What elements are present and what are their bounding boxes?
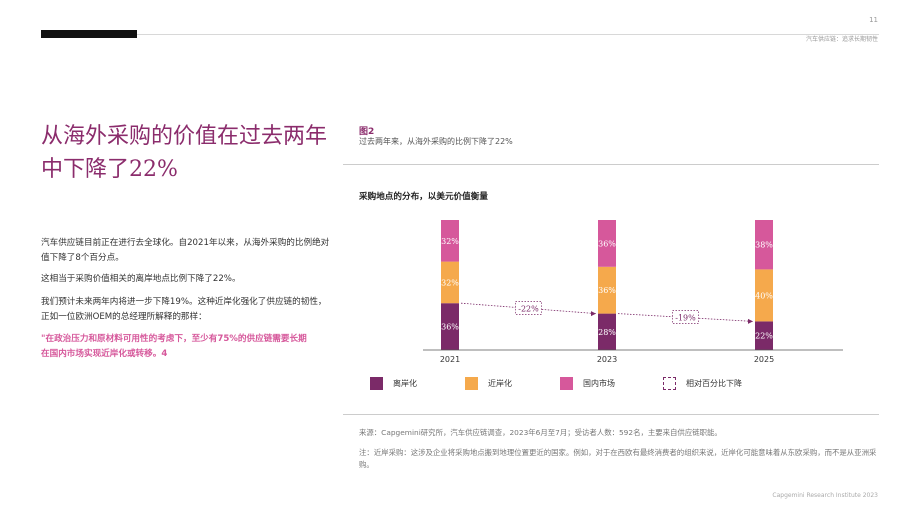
bar-segment-2025-2 bbox=[755, 220, 773, 270]
bar-segment-2021-1 bbox=[441, 261, 459, 304]
change-label: -19% bbox=[675, 314, 696, 323]
bar-segment-2025-1 bbox=[755, 269, 773, 322]
pull-quote: "在政治压力和原材料可用性的考虑下，至少有75%的供应链需要长期在国内市场实现近… bbox=[41, 334, 307, 359]
bar-value-label: 36% bbox=[598, 286, 616, 295]
bar-value-label: 36% bbox=[441, 323, 459, 332]
bar-value-label: 32% bbox=[441, 237, 459, 246]
legend-swatch-nearshore bbox=[465, 377, 478, 390]
bar-value-label: 32% bbox=[441, 278, 459, 287]
x-tick-label: 2025 bbox=[754, 355, 774, 364]
figure-rule-bottom bbox=[343, 414, 879, 415]
bar-value-label: 38% bbox=[755, 241, 773, 250]
running-head: 汽车供应链：追求长期韧性 bbox=[805, 36, 878, 43]
figure-source: 来源：Capgemini研究所，汽车供应链调查，2023年6月至7月；受访者人数… bbox=[359, 428, 722, 437]
page-title: 从海外采购的价值在过去两年中下降了22% bbox=[41, 124, 328, 182]
figure-note: 注：近岸采购：这涉及企业将采购地点搬到地理位置更近的国家。例如，对于在西欧有最终… bbox=[359, 448, 877, 469]
legend-item-nearshore: 近岸化 bbox=[465, 377, 512, 390]
chart-title: 采购地点的分布，以美元价值衡量 bbox=[359, 192, 488, 202]
bar-value-label: 40% bbox=[755, 291, 773, 300]
bar-segment-2023-1 bbox=[598, 266, 616, 314]
change-label-box bbox=[672, 310, 699, 324]
footer-credit: Capgemini Research Institute 2023 bbox=[772, 492, 878, 499]
bar-segment-2025-0 bbox=[755, 321, 773, 350]
header-rule bbox=[137, 34, 879, 35]
body-paragraph-1: 汽车供应链目前正在进行去全球化。自2021年以来，从海外采购的比例绝对值下降了8… bbox=[41, 238, 330, 263]
bar-value-label: 28% bbox=[598, 328, 616, 337]
legend-item-relative-decline: 相对百分比下降 bbox=[663, 377, 742, 390]
x-tick-label: 2023 bbox=[597, 355, 617, 364]
change-label: -22% bbox=[518, 304, 539, 313]
legend-item-domestic: 国内市场 bbox=[560, 377, 615, 390]
bar-segment-2023-2 bbox=[598, 220, 616, 267]
chart-legend: 离岸化 近岸化 国内市场 相对百分比下降 bbox=[370, 377, 790, 390]
legend-item-offshore: 离岸化 bbox=[370, 377, 417, 390]
page-number: 11 bbox=[869, 16, 878, 24]
legend-label-relative-decline: 相对百分比下降 bbox=[686, 379, 742, 388]
figure-rule-top bbox=[343, 164, 879, 165]
body-paragraph-3: 我们预计未来两年内将进一步下降19%。这种近岸化强化了供应链的韧性，正如一位欧洲… bbox=[41, 297, 327, 322]
legend-swatch-offshore bbox=[370, 377, 383, 390]
bar-segment-2021-0 bbox=[441, 303, 459, 350]
figure-label: 图2 bbox=[359, 127, 375, 137]
legend-swatch-relative-decline bbox=[663, 377, 676, 390]
body-paragraph-2: 这相当于采购价值相关的离岸地点比例下降了22%。 bbox=[41, 274, 241, 284]
legend-label-nearshore: 近岸化 bbox=[488, 379, 512, 388]
change-label-box bbox=[515, 301, 542, 315]
bar-segment-2021-2 bbox=[441, 220, 459, 262]
stacked-bar-chart: 36% 32% 32% 2021 28% 36% 36% 2023 22% 40% 38% 2025 -… bbox=[423, 220, 843, 364]
header-accent-bar bbox=[41, 30, 137, 38]
legend-label-offshore: 离岸化 bbox=[393, 379, 417, 388]
x-tick-label: 2021 bbox=[440, 355, 460, 364]
change-arrowhead bbox=[748, 318, 753, 324]
change-arrowhead bbox=[591, 311, 596, 317]
legend-swatch-domestic bbox=[560, 377, 573, 390]
bar-value-label: 36% bbox=[598, 239, 616, 248]
legend-label-domestic: 国内市场 bbox=[583, 379, 615, 388]
bar-value-label: 22% bbox=[755, 332, 773, 341]
bar-segment-2023-0 bbox=[598, 313, 616, 350]
figure-subtitle: 过去两年来，从海外采购的比例下降了22% bbox=[359, 137, 513, 146]
